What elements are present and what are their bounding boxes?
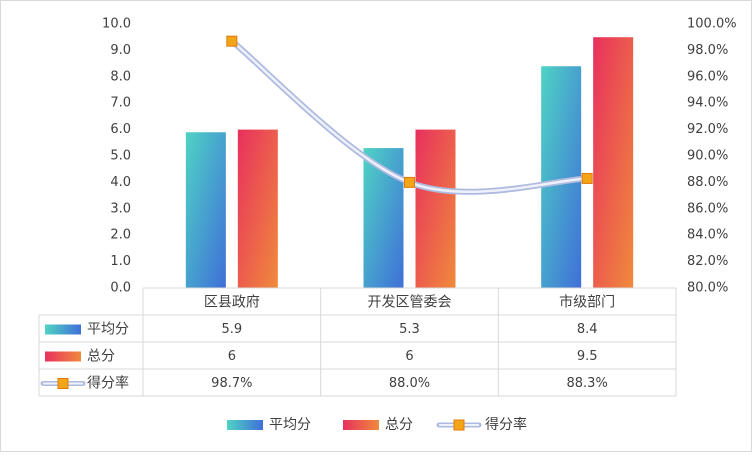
left-axis-ticks: 0.0 1.0 2.0 3.0 4.0 5.0 6.0 7.0 8.0 9.0 10.0 (102, 17, 131, 296)
rate-line-shadow (228, 38, 591, 195)
data-label: 6 (405, 349, 413, 364)
left-tick-label: 3.0 (110, 201, 131, 216)
category-label: 开发区管委会 (368, 295, 452, 311)
data-label: 9.5 (577, 349, 598, 364)
right-axis-ticks: 80.0% 82.0% 84.0% 86.0% 88.0% 90.0% 92.0% 94.0%… (687, 17, 737, 296)
bar-total (237, 129, 278, 288)
left-tick-label: 7.0 (110, 96, 131, 111)
right-tick-label: 90.0% (687, 149, 728, 164)
left-tick-label: 8.0 (110, 69, 131, 84)
legend-label-avg: 平均分 (269, 417, 311, 433)
data-label: 6 (228, 349, 236, 364)
legend-label-total: 总分 (385, 417, 413, 433)
left-tick-label: 5.0 (110, 149, 131, 164)
legend-swatch-avg (227, 420, 263, 430)
right-tick-label: 80.0% (687, 281, 728, 296)
left-tick-label: 9.0 (110, 43, 131, 58)
left-tick-label: 2.0 (110, 228, 131, 243)
table-key-swatch (45, 351, 81, 362)
right-tick-label: 94.0% (687, 96, 728, 111)
category-label: 市级部门 (559, 294, 615, 311)
rate-marker (404, 176, 415, 188)
left-tick-label: 10.0 (102, 17, 131, 32)
right-tick-label: 86.0% (687, 201, 728, 216)
data-label: 98.7% (211, 376, 252, 391)
data-label: 8.4 (577, 322, 598, 337)
rate-marker (226, 35, 238, 47)
table-key-marker (57, 378, 69, 389)
legend-swatch-total (343, 420, 379, 430)
left-tick-label: 0.0 (110, 281, 131, 296)
legend-label-rate: 得分率 (485, 416, 527, 433)
data-label: 88.3% (567, 376, 608, 391)
left-tick-label: 6.0 (110, 122, 131, 137)
category-label: 区县政府 (204, 295, 260, 311)
right-tick-label: 100.0% (687, 17, 737, 32)
right-tick-label: 88.0% (687, 175, 728, 190)
left-tick-label: 1.0 (110, 254, 131, 269)
data-label: 5.9 (221, 322, 242, 337)
right-tick-label: 82.0% (687, 254, 728, 269)
right-tick-label: 84.0% (687, 228, 728, 243)
legend: 平均分 总分 得分率 (227, 416, 527, 433)
right-tick-label: 98.0% (687, 43, 728, 58)
rate-marker (581, 172, 593, 184)
table-key-swatch (45, 324, 81, 335)
left-tick-label: 4.0 (110, 175, 131, 190)
bars (185, 37, 634, 289)
data-label: 5.3 (399, 322, 420, 337)
series-name: 得分率 (87, 375, 129, 392)
bar-total (415, 129, 456, 288)
data-label: 88.0% (389, 376, 430, 391)
right-tick-label: 92.0% (687, 122, 728, 137)
rate-line (226, 35, 593, 195)
series-name: 平均分 (87, 322, 129, 338)
series-name: 总分 (87, 349, 115, 365)
legend-marker-rate (453, 419, 465, 431)
bar-total (593, 37, 634, 289)
right-tick-label: 96.0% (687, 69, 728, 84)
bar-avg (185, 132, 226, 288)
rate-line-path (230, 39, 589, 193)
